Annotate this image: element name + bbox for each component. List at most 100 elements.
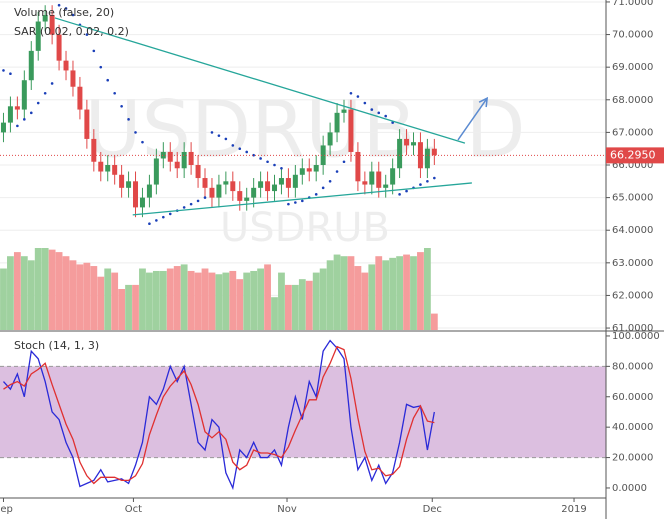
volume-bar [55, 252, 63, 330]
y-tick-label: 0.0000 [612, 483, 647, 494]
volume-bar [7, 256, 14, 330]
volume-bar [291, 284, 299, 330]
candle-body [327, 132, 333, 146]
sar-dot [16, 124, 19, 128]
volume-bar [264, 264, 271, 330]
sar-dot [217, 134, 221, 137]
sar-dot [384, 114, 387, 118]
sar-dot [398, 193, 401, 196]
volume-bar [368, 264, 376, 330]
volume-bar [194, 272, 202, 330]
volume-bar [236, 279, 244, 330]
volume-bar [201, 268, 209, 330]
sar-dot [419, 183, 422, 186]
candle-body [195, 165, 201, 179]
volume-bar [340, 256, 348, 330]
y-tick-label: 80.0000 [612, 361, 653, 372]
candle-body [167, 151, 173, 162]
sar-dot [433, 176, 436, 180]
volume-bar [333, 254, 341, 330]
sar-dot [99, 65, 103, 69]
sar-dot [168, 212, 172, 216]
volume-bar [139, 268, 146, 330]
sar-dot [196, 199, 200, 203]
volume-bar [187, 270, 195, 330]
sar-dot [231, 144, 235, 147]
volume-bar [62, 256, 70, 330]
stoch-line [2, 339, 435, 491]
candle-body [431, 148, 437, 156]
x-tick-label: Sep [0, 504, 13, 515]
candle-body [77, 86, 83, 110]
candle-body [181, 151, 187, 169]
y-tick-label: 68.0000 [612, 95, 653, 106]
sar-dot [71, 13, 75, 17]
watermark: USDRUB, D [84, 85, 525, 175]
volume-bar [396, 256, 403, 330]
sar-dot [294, 201, 297, 204]
sar-dot [280, 166, 283, 170]
legend-volume: Volume (false, 20) [14, 6, 114, 19]
candle-body [112, 165, 118, 175]
volume-bar [305, 280, 313, 330]
candle-body [397, 138, 403, 169]
candle-body [362, 181, 368, 185]
candle-body [334, 112, 340, 133]
x-tick-label: Dec [423, 504, 442, 515]
candle-body [160, 151, 166, 159]
volume-bar [104, 268, 112, 330]
volume-bar [111, 272, 119, 330]
volume-bar [118, 289, 126, 330]
candle-body [376, 171, 382, 188]
candle-body [139, 197, 145, 208]
y-tick-label: 69.0000 [612, 62, 653, 73]
volume-bar [13, 252, 21, 330]
candle-body [14, 106, 20, 110]
volume-bar [76, 264, 84, 330]
y-tick-label: 64.0000 [612, 225, 653, 236]
volume-bar [208, 272, 216, 330]
x-tick-label: 2019 [561, 504, 586, 515]
candle-body [126, 181, 132, 188]
sar-dot [321, 186, 325, 190]
sar-dot [141, 140, 144, 144]
candle-body [63, 60, 69, 71]
y-tick-label: 65.0000 [612, 193, 653, 204]
volume-bar [285, 284, 292, 330]
y-tick-label: 40.0000 [612, 422, 653, 433]
y-tick-label: 20.0000 [612, 453, 653, 464]
sar-dot [224, 137, 228, 141]
volume-bar [159, 270, 167, 330]
sar-dot [287, 202, 290, 206]
volume-bar [69, 260, 77, 330]
x-tick-label: Nov [277, 504, 297, 515]
volume-bar [319, 268, 327, 330]
volume-bar [257, 268, 265, 330]
sar-dot [363, 101, 367, 105]
candle-body [188, 151, 194, 165]
candle-body [70, 70, 76, 87]
candle-body [230, 181, 236, 192]
candle-body [320, 145, 326, 165]
sar-dot [391, 121, 394, 124]
candle-body [223, 181, 229, 185]
sar-dot [245, 150, 249, 154]
volume-bar [83, 262, 91, 330]
volume-bar [326, 260, 334, 330]
volume-bar [173, 266, 181, 330]
candle-body [369, 171, 375, 185]
candle-body [153, 158, 159, 185]
legend-sar: SAR (0.02, 0.02, 0.2) [14, 25, 129, 38]
volume-bar [389, 257, 397, 330]
sar-dot [43, 91, 47, 95]
candle-body [251, 187, 257, 198]
volume-bar [229, 270, 237, 330]
candle-body [174, 161, 180, 169]
sar-dot [266, 160, 269, 164]
volume-bar [298, 279, 306, 330]
candle-body [35, 21, 41, 51]
sar-dot [182, 206, 186, 209]
volume-bar [41, 248, 49, 330]
volume-bar [271, 297, 278, 330]
